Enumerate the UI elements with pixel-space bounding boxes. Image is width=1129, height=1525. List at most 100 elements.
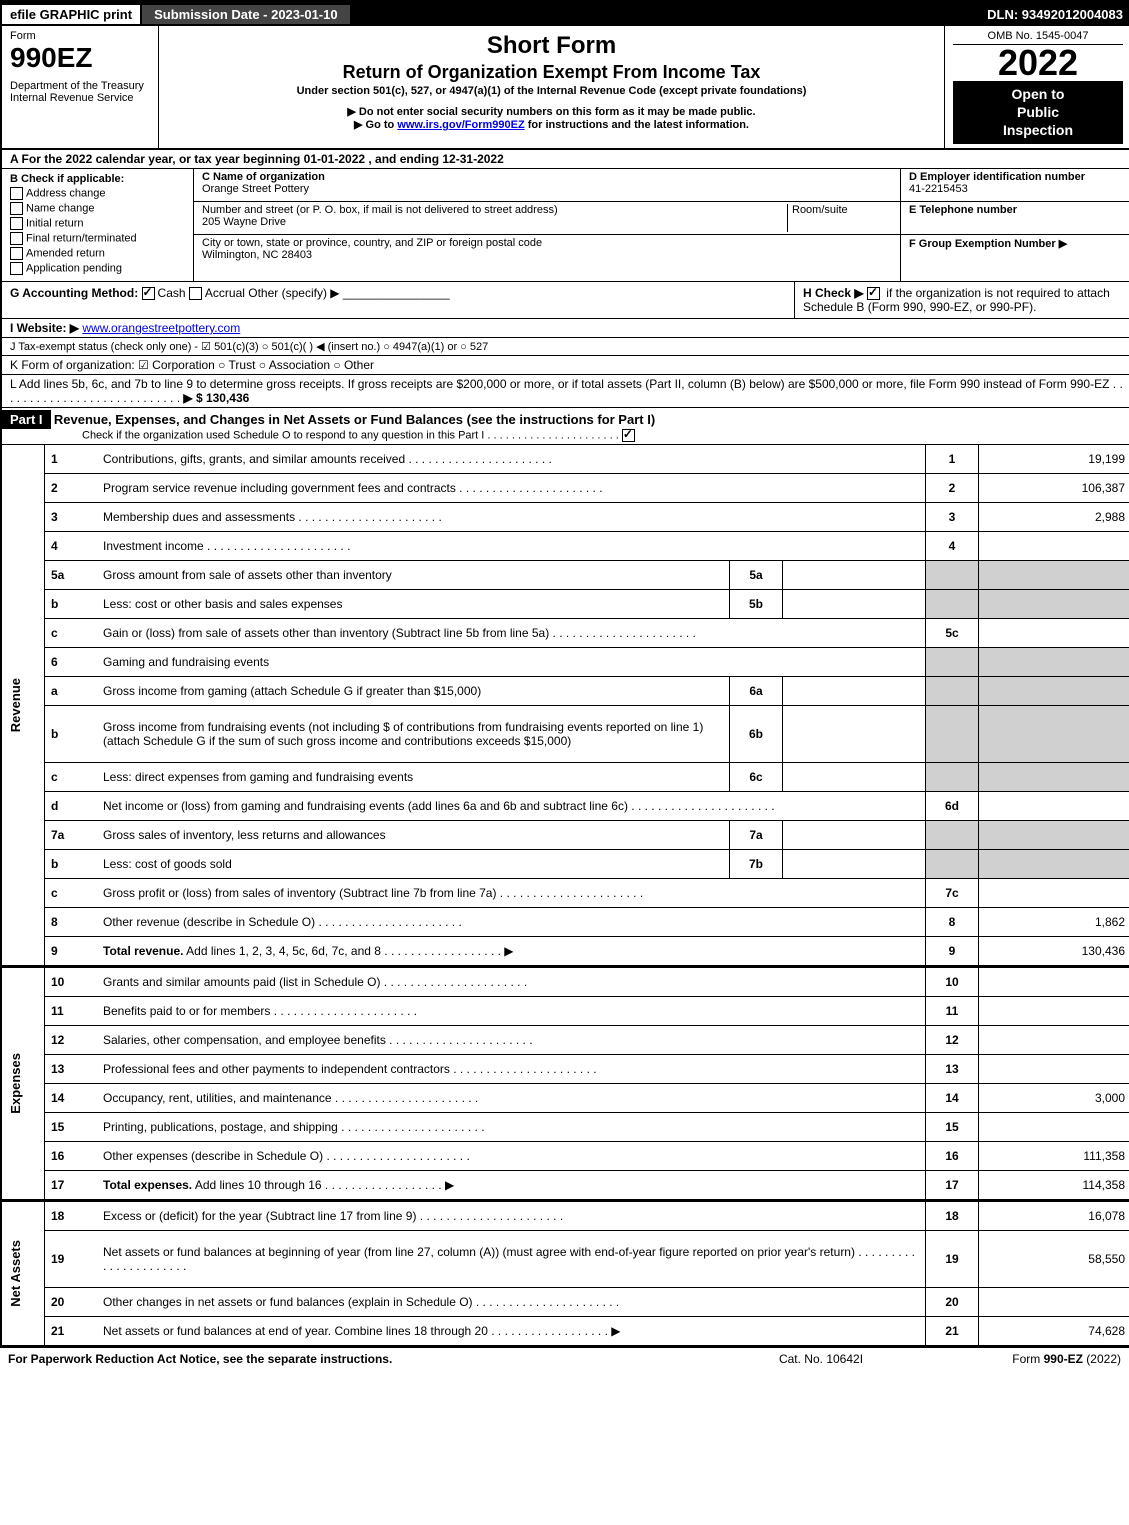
line-description: Gain or (loss) from sale of assets other… (97, 618, 926, 647)
inspect1: Open to (1012, 86, 1065, 102)
table-row: 8Other revenue (describe in Schedule O) … (2, 907, 1129, 936)
line-description: Membership dues and assessments . . . . … (97, 502, 926, 531)
e-label: E Telephone number (909, 204, 1017, 216)
top-bar: efile GRAPHIC print Submission Date - 20… (2, 2, 1129, 26)
line-ref: 4 (926, 531, 979, 560)
mid-line-num: 5a (730, 560, 783, 589)
line-ref: 2 (926, 473, 979, 502)
section-b-title: B Check if applicable: (10, 173, 124, 185)
addr-label: Number and street (or P. O. box, if mail… (202, 204, 558, 216)
line-number: 21 (45, 1316, 98, 1345)
line-description: Other revenue (describe in Schedule O) .… (97, 907, 926, 936)
line-description: Professional fees and other payments to … (97, 1054, 926, 1083)
accrual-check[interactable] (189, 287, 202, 300)
line-description: Gross sales of inventory, less returns a… (97, 820, 730, 849)
table-row: 6Gaming and fundraising events (2, 647, 1129, 676)
org-name: Orange Street Pottery (202, 183, 309, 195)
table-row: 5aGross amount from sale of assets other… (2, 560, 1129, 589)
section-a: A For the 2022 calendar year, or tax yea… (2, 150, 1129, 169)
line-ref: 16 (926, 1141, 979, 1170)
other-label: Other (specify) ▶ (248, 286, 339, 300)
addr: 205 Wayne Drive (202, 216, 286, 228)
footer-mid: Cat. No. 10642I (721, 1352, 921, 1366)
section-l: L Add lines 5b, 6c, and 7b to line 9 to … (2, 375, 1129, 408)
line-ref: 14 (926, 1083, 979, 1112)
line-description: Benefits paid to or for members . . . . … (97, 996, 926, 1025)
line-ref: 20 (926, 1287, 979, 1316)
line-number: 5a (45, 560, 98, 589)
table-row: cGross profit or (loss) from sales of in… (2, 878, 1129, 907)
header-right: OMB No. 1545-0047 2022 Open to Public In… (945, 26, 1129, 148)
table-row: aGross income from gaming (attach Schedu… (2, 676, 1129, 705)
opt-initial[interactable]: Initial return (10, 217, 185, 230)
section-j: J Tax-exempt status (check only one) - ☑… (2, 338, 1129, 356)
line-amount (979, 791, 1129, 820)
line-amount (979, 531, 1129, 560)
line-amount (979, 705, 1129, 762)
mid-line-val (783, 849, 926, 878)
ein: 41-2215453 (909, 183, 968, 195)
footer-left: For Paperwork Reduction Act Notice, see … (8, 1352, 721, 1366)
form-container: efile GRAPHIC print Submission Date - 20… (0, 0, 1129, 1348)
line-description: Total expenses. Add lines 10 through 16 … (97, 1170, 926, 1199)
line-ref: 5c (926, 618, 979, 647)
table-row: 15Printing, publications, postage, and s… (2, 1112, 1129, 1141)
line-number: 8 (45, 907, 98, 936)
line-ref: 11 (926, 996, 979, 1025)
line-ref (926, 589, 979, 618)
h-check[interactable] (867, 287, 880, 300)
line-number: 2 (45, 473, 98, 502)
footer-right: Form 990-EZ (2022) (921, 1352, 1121, 1366)
line-ref (926, 820, 979, 849)
line-number: a (45, 676, 98, 705)
irs-link[interactable]: www.irs.gov/Form990EZ (397, 119, 524, 131)
table-row: 17Total expenses. Add lines 10 through 1… (2, 1170, 1129, 1199)
line-ref (926, 705, 979, 762)
line-description: Net assets or fund balances at end of ye… (97, 1316, 926, 1345)
line-ref: 15 (926, 1112, 979, 1141)
table-row: Revenue1Contributions, gifts, grants, an… (2, 445, 1129, 474)
note1: ▶ Do not enter social security numbers o… (167, 105, 936, 118)
section-k: K Form of organization: ☑ Corporation ○ … (2, 356, 1129, 375)
mid-line-num: 6c (730, 762, 783, 791)
line-ref: 21 (926, 1316, 979, 1345)
line-description: Net assets or fund balances at beginning… (97, 1230, 926, 1287)
line-amount (979, 1287, 1129, 1316)
opt-pending[interactable]: Application pending (10, 262, 185, 275)
city-label: City or town, state or province, country… (202, 237, 542, 249)
line-amount (979, 967, 1129, 997)
f-label: F Group Exemption Number ▶ (909, 238, 1067, 250)
line-description: Other changes in net assets or fund bala… (97, 1287, 926, 1316)
line-ref: 9 (926, 936, 979, 965)
line-ref: 10 (926, 967, 979, 997)
tax-year: 2022 (953, 45, 1123, 81)
mid-line-num: 7a (730, 820, 783, 849)
line-amount: 1,862 (979, 907, 1129, 936)
header-row: Form 990EZ Department of the Treasury In… (2, 26, 1129, 150)
line-ref: 3 (926, 502, 979, 531)
line-description: Printing, publications, postage, and shi… (97, 1112, 926, 1141)
line-amount (979, 762, 1129, 791)
inspect2: Public (1017, 104, 1059, 120)
footer: For Paperwork Reduction Act Notice, see … (0, 1348, 1129, 1370)
line-amount (979, 560, 1129, 589)
table-row: bGross income from fundraising events (n… (2, 705, 1129, 762)
section-h: H Check ▶ if the organization is not req… (794, 282, 1129, 318)
schedule-o-check[interactable] (622, 429, 635, 442)
table-row: cGain or (loss) from sale of assets othe… (2, 618, 1129, 647)
line-amount (979, 996, 1129, 1025)
line-amount (979, 1112, 1129, 1141)
opt-name[interactable]: Name change (10, 202, 185, 215)
website-link[interactable]: www.orangestreetpottery.com (82, 321, 240, 335)
cash-check[interactable] (142, 287, 155, 300)
line-ref: 13 (926, 1054, 979, 1083)
line-amount (979, 1025, 1129, 1054)
opt-address[interactable]: Address change (10, 187, 185, 200)
mid-line-val (783, 560, 926, 589)
line-number: 6 (45, 647, 98, 676)
line-number: c (45, 618, 98, 647)
opt-final[interactable]: Final return/terminated (10, 232, 185, 245)
opt-amended[interactable]: Amended return (10, 247, 185, 260)
line-description: Less: direct expenses from gaming and fu… (97, 762, 730, 791)
line-ref: 19 (926, 1230, 979, 1287)
